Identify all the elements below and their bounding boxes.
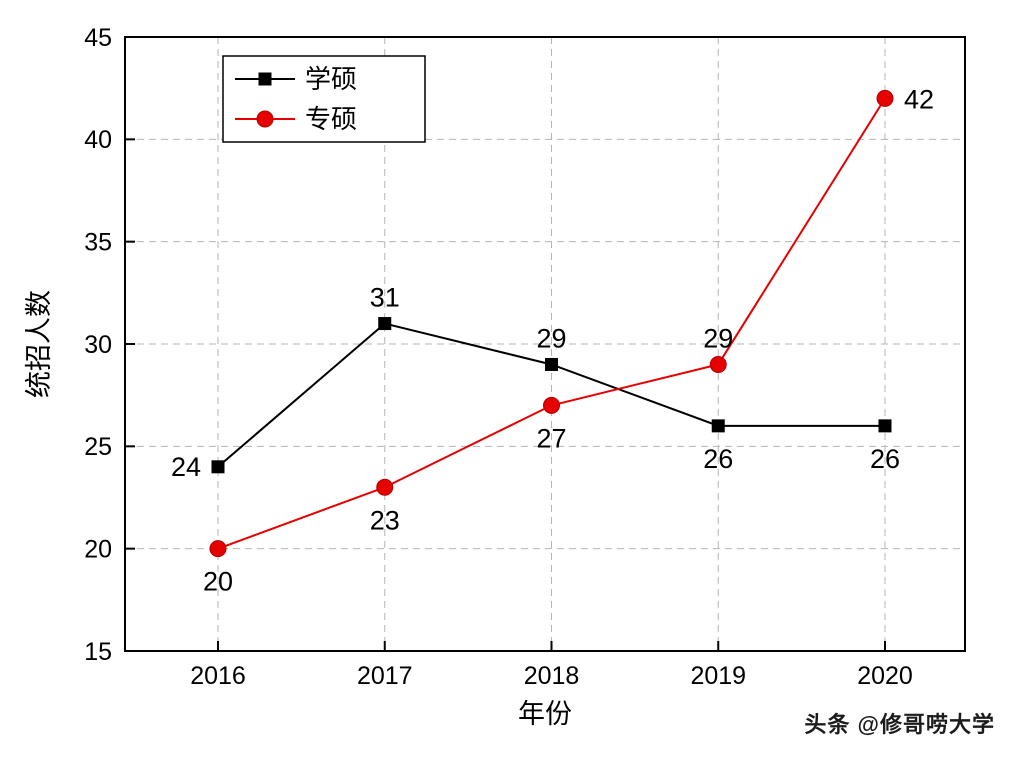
- y-tick-label: 15: [84, 638, 112, 666]
- data-point-label: 31: [370, 283, 400, 313]
- plot-border: [124, 36, 966, 652]
- series-专硕: 20 23 27 29 42: [203, 84, 934, 596]
- circle-marker-icon: [256, 110, 274, 128]
- data-point-label: 26: [870, 444, 900, 474]
- data-point-label: 29: [536, 323, 566, 353]
- y-tick-label: 45: [84, 24, 112, 52]
- y-tick-label: 40: [84, 126, 112, 154]
- legend-label: 学硕: [305, 64, 357, 94]
- legend-label: 专硕: [305, 104, 357, 134]
- square-marker-icon: [378, 317, 392, 331]
- x-tick-label: 2018: [524, 662, 580, 690]
- square-marker-icon: [258, 72, 272, 86]
- x-tick-label: 2016: [190, 662, 246, 690]
- y-tick-label: 20: [84, 535, 112, 563]
- x-tick-label: 2017: [357, 662, 413, 690]
- square-marker-icon: [211, 460, 225, 474]
- x-tick-label: 2019: [690, 662, 746, 690]
- y-tick-label: 35: [84, 228, 112, 256]
- circle-marker-icon: [876, 89, 894, 107]
- data-point-label: 27: [536, 423, 566, 453]
- data-point-label: 24: [171, 452, 201, 482]
- data-point-label: 29: [703, 323, 733, 353]
- watermark: 头条 @修哥唠大学: [804, 712, 995, 737]
- data-point-label: 23: [370, 505, 400, 535]
- x-tick-label: 2020: [857, 662, 913, 690]
- y-axis-label: 统招人数: [24, 290, 54, 398]
- legend-box: [222, 55, 426, 143]
- y-tick-label: 30: [84, 331, 112, 359]
- data-point-label: 20: [203, 567, 233, 597]
- data-point-label: 42: [904, 84, 934, 114]
- circle-marker-icon: [709, 355, 727, 373]
- circle-marker-icon: [376, 478, 394, 496]
- square-marker-icon: [545, 357, 558, 371]
- y-tick-label: 25: [84, 433, 112, 461]
- series-学硕: 24 31 29 26 26: [171, 283, 900, 482]
- x-axis-label: 年份: [518, 699, 572, 729]
- square-marker-icon: [878, 419, 892, 433]
- square-marker-icon: [711, 419, 725, 433]
- circle-marker-icon: [209, 540, 227, 558]
- data-point-label: 26: [703, 444, 733, 474]
- circle-marker-icon: [543, 396, 560, 414]
